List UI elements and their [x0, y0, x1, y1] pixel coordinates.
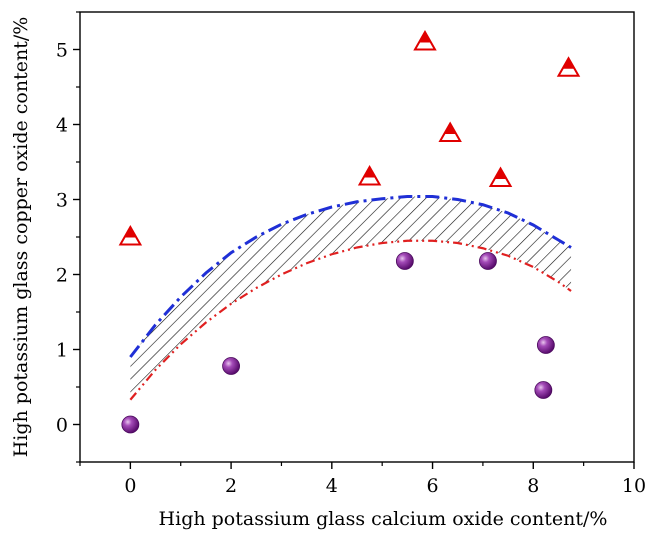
x-tick-label: 6: [426, 475, 438, 497]
sphere-point: [222, 357, 240, 375]
y-tick-label: 5: [56, 40, 68, 62]
x-tick-label: 8: [527, 475, 539, 497]
x-tick-label: 2: [225, 475, 237, 497]
hatched-band: [130, 196, 572, 400]
y-tick-label: 1: [56, 340, 68, 362]
triangle-point: [488, 166, 513, 187]
x-tick-label: 10: [622, 475, 646, 497]
x-tick-label: 0: [124, 475, 136, 497]
sphere-point: [395, 252, 414, 270]
triangle-point: [413, 29, 437, 51]
sphere-point: [479, 252, 497, 270]
upper-boundary-line: [129, 195, 572, 358]
axes: 0 2 4 6 8 10 0 1 2 3 4 5: [56, 11, 646, 497]
sphere-point: [536, 336, 555, 354]
y-tick-label: 0: [56, 415, 68, 437]
triangle-point: [556, 56, 581, 77]
sphere-point: [121, 415, 140, 434]
x-tick-label: 4: [326, 475, 338, 497]
x-axis-title: High potassium glass calcium oxide conte…: [159, 508, 608, 530]
y-tick-label: 3: [56, 190, 68, 212]
sphere-point: [534, 381, 553, 399]
y-axis-title: High potassium glass copper oxide conten…: [10, 17, 32, 458]
triangle-point: [118, 224, 143, 246]
lower-boundary-line: [129, 239, 572, 401]
triangle-point: [438, 121, 462, 142]
y-tick-label: 2: [56, 265, 68, 287]
y-tick-label: 4: [56, 115, 68, 137]
triangle-point: [357, 164, 382, 186]
